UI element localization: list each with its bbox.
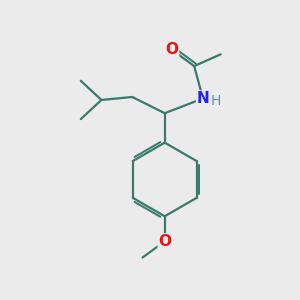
Text: N: N: [196, 91, 209, 106]
Text: O: O: [158, 234, 171, 249]
Text: O: O: [166, 42, 178, 57]
Text: H: H: [211, 94, 221, 108]
